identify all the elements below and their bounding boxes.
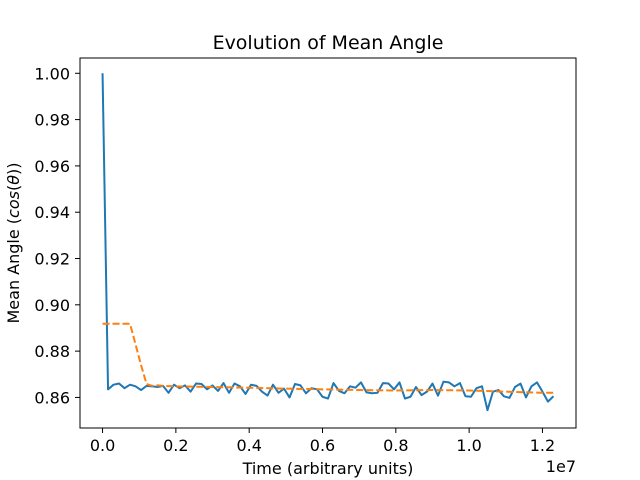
series-line-2: [102, 322, 554, 394]
chart-title: Evolution of Mean Angle: [213, 32, 444, 54]
y-tick-label: 0.96: [34, 157, 70, 176]
x-tick-label: 0.4: [236, 436, 261, 455]
x-axis-multiplier: 1e7: [546, 457, 576, 476]
plot-area-frame: [79, 57, 577, 429]
series-line-1: [101, 73, 555, 412]
y-tick-label: 0.98: [34, 111, 70, 130]
x-tick-label: 0.8: [383, 436, 408, 455]
y-tick-label: 0.90: [34, 296, 70, 315]
x-tick-label: 0.0: [90, 436, 115, 455]
y-axis-label-theta: θ: [4, 175, 23, 185]
y-axis-label-prefix: Mean Angle (: [4, 218, 23, 324]
y-tick-label: 0.92: [34, 250, 70, 269]
y-tick-label: 0.94: [34, 203, 70, 222]
x-tick-label: 0.2: [163, 436, 188, 455]
x-axis-label: Time (arbitrary units): [242, 459, 414, 478]
y-tick-label: 0.86: [34, 388, 70, 407]
y-tick-label: 0.88: [34, 342, 70, 361]
y-tick-label: 1.00: [34, 64, 70, 83]
x-tick-label: 1.0: [456, 436, 481, 455]
y-axis-label-suffix: )): [4, 163, 23, 175]
y-axis-label-open-paren: (: [4, 185, 23, 191]
x-tick-label: 0.6: [310, 436, 335, 455]
x-tick-label: 1.2: [530, 436, 555, 455]
y-axis-label-cos: cos: [4, 191, 23, 218]
y-axis-label: Mean Angle (cos(θ)): [4, 163, 23, 324]
